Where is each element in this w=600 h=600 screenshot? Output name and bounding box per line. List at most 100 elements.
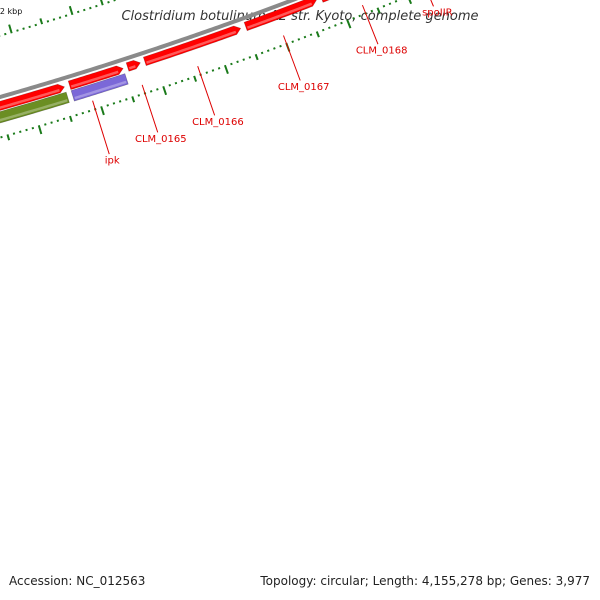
outer-tick-minor (254, 53, 259, 61)
tick-labels: 152 kbp153 kbp154 kbp155 kbp156 kbp157 k… (0, 7, 22, 16)
inner-tick-minor (113, 0, 116, 2)
gene-label: CLM_0166 (192, 117, 244, 128)
cds-arrow-plus (142, 25, 242, 67)
gene-label: CLM_0165 (135, 134, 187, 145)
gene-box-plus-shine (0, 99, 68, 122)
outer-tick-major (223, 64, 229, 75)
outer-tick-minor (230, 62, 233, 66)
gene-box-plus-shine (74, 80, 127, 100)
cds-arrow-plus-shine (247, 2, 313, 29)
cds-arrow-plus (67, 65, 124, 90)
cds-arrow-plus-shine (146, 30, 237, 64)
outer-tick-minor (125, 98, 128, 101)
inner-tick-minor (95, 4, 98, 8)
outer-tick-minor (309, 33, 313, 37)
outer-tick-minor (75, 113, 78, 117)
cds-arrow-plus (243, 0, 317, 32)
gene-label: ipk (105, 156, 120, 167)
outer-tick-minor (87, 109, 91, 113)
outer-tick-minor (6, 134, 11, 141)
outer-tick-minor (328, 26, 331, 30)
outer-tick-minor (334, 24, 337, 27)
outer-tick-minor (168, 83, 172, 87)
outer-tick-minor (279, 44, 282, 48)
outer-tick-minor (376, 7, 381, 14)
inner-tick-minor (4, 32, 7, 36)
outer-tick-minor (193, 75, 198, 82)
outer-tick-minor (303, 35, 307, 39)
inner-tick-minor (58, 16, 62, 19)
outer-tick-minor (211, 69, 215, 72)
outer-tick-minor (149, 90, 153, 93)
outer-tick-minor (291, 40, 295, 43)
inner-tick-major (8, 24, 13, 34)
label-leader (141, 84, 159, 133)
outer-tick-minor (156, 88, 159, 91)
outer-tick-minor (340, 21, 343, 25)
gene-labels: ipk CLM_0165 CLM_0166 CLM_0167 CLM_0168 spoII… (92, 0, 453, 167)
accession-text: Accession: NC_012563 (9, 574, 146, 588)
outer-tick-minor (112, 102, 116, 105)
inner-tick-minor (16, 29, 19, 32)
outer-tick-minor (174, 81, 178, 85)
outer-tick-minor (31, 126, 35, 130)
outer-tick-major (346, 19, 352, 29)
gene-label: CLM_0167 (278, 82, 330, 93)
cds-arrow-plus-shine (128, 65, 136, 70)
outer-tick-minor (315, 31, 320, 38)
outer-tick-minor (50, 121, 53, 124)
outer-tick-major (162, 86, 168, 96)
gene-box-plus (0, 91, 70, 124)
outer-tick-minor (62, 117, 66, 121)
gene-box-plus (70, 73, 129, 102)
inner-tick-track (0, 0, 116, 37)
inner-tick-minor (76, 10, 80, 14)
outer-tick-major (100, 106, 105, 116)
label-leader (361, 4, 379, 45)
outer-tick-major (37, 125, 43, 135)
outer-tick-minor (382, 4, 386, 8)
inner-tick-minor (22, 27, 25, 30)
outer-tick-minor (44, 123, 47, 126)
outer-tick-minor (321, 28, 325, 32)
outer-tick-minor (248, 56, 252, 59)
inner-tick-major (68, 5, 74, 16)
outer-tick-minor (106, 104, 109, 107)
outer-tick-minor (260, 51, 264, 55)
outer-tick-minor (297, 38, 301, 41)
outer-tick-minor (81, 111, 85, 115)
outer-tick-minor (118, 100, 122, 103)
outer-tick-minor (217, 67, 221, 70)
outer-tick-minor (131, 96, 136, 103)
cds-arrow-plus-shine (70, 70, 119, 88)
label-leader (92, 100, 110, 155)
cds-arrow-plus (125, 60, 141, 72)
cds-arrow-plus (321, 0, 330, 3)
inner-tick-minor (83, 8, 86, 12)
outer-tick-minor (187, 77, 190, 81)
outer-tick-minor (180, 79, 184, 83)
outer-tick-minor (236, 60, 239, 64)
outer-tick-minor (352, 16, 355, 20)
gene-label: spoIIR (422, 8, 453, 19)
genome-backbone (0, 0, 299, 100)
outer-tick-minor (205, 71, 209, 74)
inner-tick-minor (89, 6, 92, 10)
outer-tick-minor (273, 47, 276, 50)
label-leader (283, 35, 301, 81)
outer-tick-minor (358, 14, 361, 18)
label-leader (430, 0, 434, 7)
outer-tick-minor (370, 9, 374, 13)
inner-tick-minor (46, 20, 50, 23)
tick-label: 152 kbp (0, 7, 22, 16)
feature-track (0, 0, 330, 124)
page-title: Clostridium botulinum A2 str. Kyoto, com… (121, 9, 479, 24)
outer-tick-minor (69, 115, 73, 123)
gene-label: CLM_0168 (356, 45, 408, 56)
inner-tick-minor (34, 23, 37, 27)
inner-tick-minor (28, 25, 31, 29)
genome-summary: Topology: circular; Length: 4,155,278 bp… (260, 574, 590, 588)
inner-tick-minor (100, 0, 104, 6)
cds-arrow-plus-shine (0, 89, 60, 109)
